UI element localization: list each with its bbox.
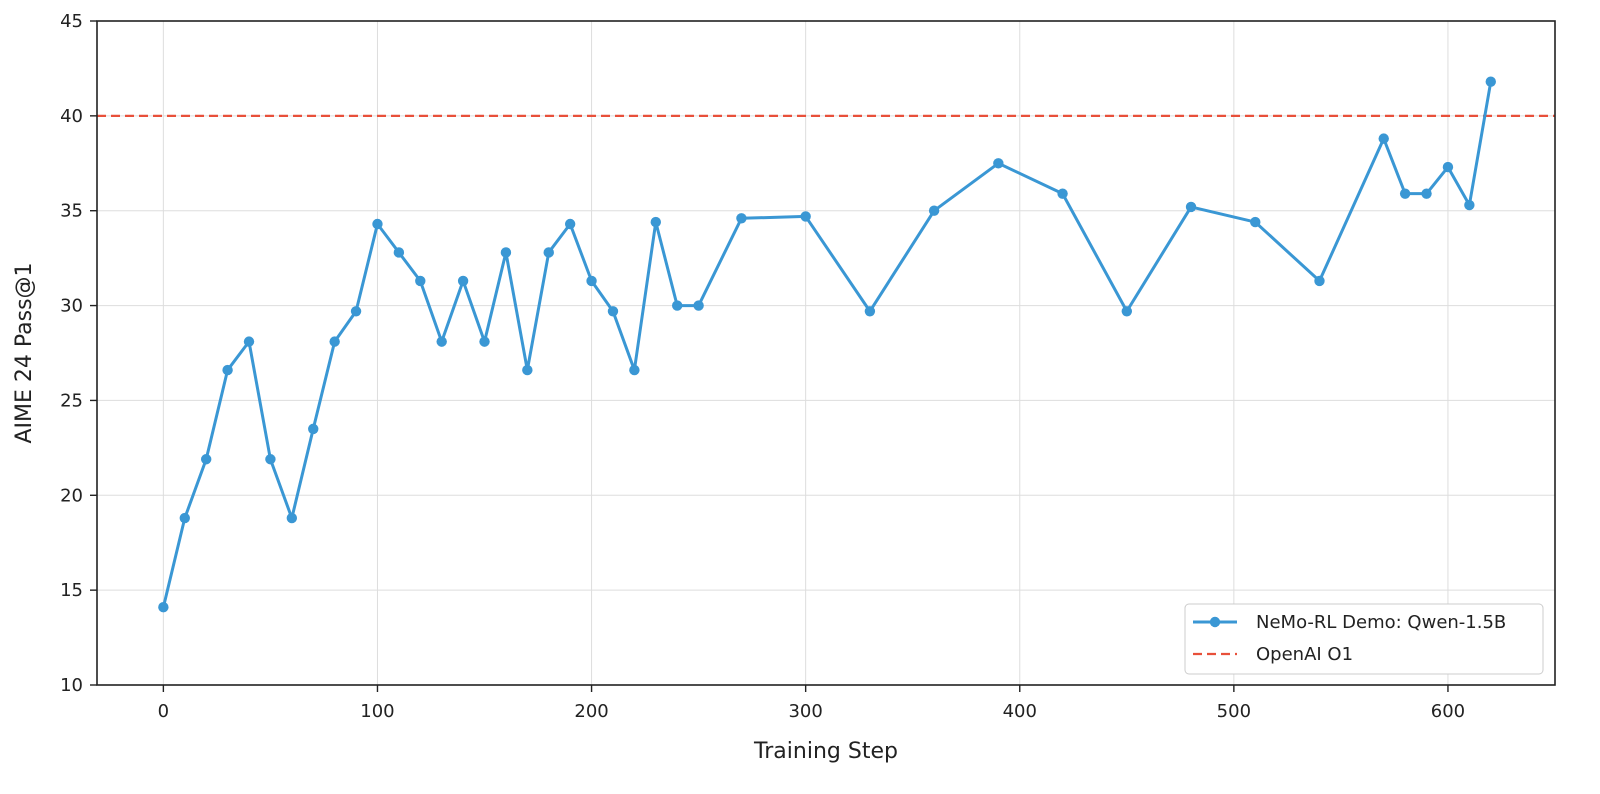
x-tick-label: 400 xyxy=(1003,701,1037,722)
legend-label-qwen: NeMo-RL Demo: Qwen-1.5B xyxy=(1256,612,1506,633)
x-tick-label: 200 xyxy=(574,701,608,722)
qwen-data-point xyxy=(672,300,683,311)
legend-box xyxy=(1184,603,1544,675)
qwen-data-point xyxy=(158,602,169,613)
qwen-data-point xyxy=(564,218,576,230)
qwen-data-point xyxy=(1485,76,1496,87)
qwen-data-point xyxy=(1442,161,1454,173)
qwen-data-point xyxy=(222,364,233,376)
qwen-data-point xyxy=(1421,188,1432,199)
legend: NeMo-RL Demo: Qwen-1.5B OpenAI O1 xyxy=(1184,603,1544,675)
x-tick-label: 300 xyxy=(788,701,822,722)
qwen-data-point xyxy=(1464,199,1475,211)
x-tick-label: 600 xyxy=(1431,701,1465,722)
qwen-data-point xyxy=(243,336,255,347)
y-tick-label: 15 xyxy=(60,580,83,601)
y-tick-label: 30 xyxy=(60,296,83,317)
qwen-data-point xyxy=(693,300,704,311)
qwen-data-point xyxy=(179,512,190,524)
qwen-data-point xyxy=(993,158,1004,169)
qwen-data-point xyxy=(308,423,319,435)
legend-label-openai: OpenAI O1 xyxy=(1256,644,1353,665)
qwen-data-point xyxy=(1057,188,1068,199)
qwen-data-point xyxy=(629,364,640,376)
qwen-data-point xyxy=(500,247,512,258)
y-tick-label: 10 xyxy=(60,675,83,696)
qwen-data-point xyxy=(265,454,276,465)
y-tick-label: 35 xyxy=(60,201,83,222)
y-tick-label: 45 xyxy=(60,11,83,32)
qwen-data-point xyxy=(607,306,619,317)
qwen-data-point xyxy=(350,306,362,317)
qwen-data-point xyxy=(650,216,661,228)
qwen-series-line xyxy=(161,81,1493,608)
grid-lines xyxy=(97,20,1555,686)
plot-frame xyxy=(96,20,1556,686)
qwen-data-point xyxy=(372,218,383,230)
qwen-data-point xyxy=(543,247,554,258)
qwen-data-point xyxy=(415,275,426,287)
x-tick-label: 0 xyxy=(158,701,169,722)
qwen-data-point xyxy=(436,336,447,347)
qwen-data-point xyxy=(479,336,490,347)
qwen-data-point xyxy=(1378,133,1389,144)
qwen-data-point xyxy=(864,306,876,317)
y-tick-label: 25 xyxy=(60,390,83,411)
qwen-data-point xyxy=(393,247,405,258)
x-axis-label: Training Step xyxy=(753,739,898,764)
qwen-data-point xyxy=(1399,188,1411,199)
y-axis-label: AIME 24 Pass@1 xyxy=(12,262,37,443)
qwen-data-point xyxy=(1314,275,1325,287)
qwen-data-point xyxy=(928,205,940,216)
y-tick-label: 40 xyxy=(60,106,83,127)
qwen-data-point xyxy=(329,336,340,347)
series-layer xyxy=(97,76,1555,613)
legend-marker-qwen xyxy=(1209,616,1221,628)
qwen-data-point xyxy=(522,364,533,376)
qwen-data-point xyxy=(1185,201,1197,213)
qwen-data-point xyxy=(286,512,298,524)
qwen-data-point xyxy=(1121,306,1133,317)
qwen-data-point xyxy=(200,454,212,465)
qwen-data-point xyxy=(457,275,469,287)
x-tick-label: 500 xyxy=(1217,701,1251,722)
y-tick-label: 20 xyxy=(60,485,83,506)
qwen-data-point xyxy=(800,211,811,222)
qwen-data-point xyxy=(586,275,597,287)
x-tick-label: 100 xyxy=(360,701,394,722)
axis-ticks: 0 100 200 300 400 500 600 10 15 20 25 30 35 40 45 xyxy=(60,11,1465,722)
qwen-data-point xyxy=(736,213,747,224)
qwen-data-point xyxy=(1250,216,1261,228)
